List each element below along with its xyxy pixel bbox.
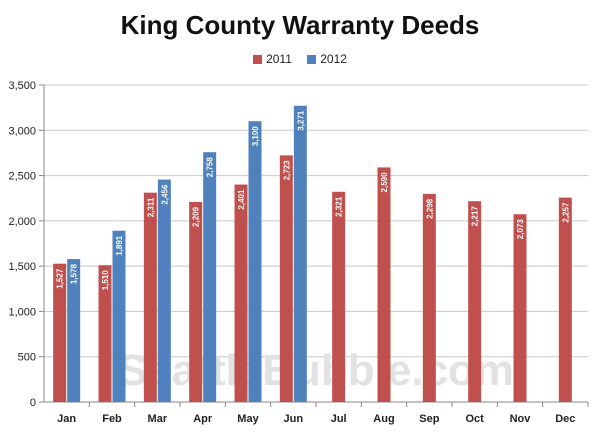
- x-tick-label: Jul: [331, 413, 347, 425]
- data-label: 2,298: [425, 198, 434, 219]
- x-tick-label: Mar: [148, 413, 168, 425]
- data-label: 2,723: [282, 160, 291, 181]
- y-tick-label: 2,500: [8, 171, 36, 183]
- bar-2011: [377, 167, 391, 402]
- data-label: 2,257: [561, 202, 570, 223]
- data-label: 2,217: [471, 206, 480, 227]
- y-tick-label: 0: [30, 397, 36, 409]
- data-label: 2,209: [192, 206, 201, 227]
- bar-2011: [234, 184, 248, 402]
- bar-2011: [513, 214, 527, 402]
- data-label: 1,510: [101, 270, 110, 291]
- legend-swatch-2012: [307, 55, 317, 64]
- y-tick-label: 3,000: [8, 125, 36, 137]
- bar-2011: [98, 265, 112, 402]
- x-tick-label: Sep: [419, 413, 439, 425]
- data-label: 1,891: [115, 235, 124, 256]
- bar-2012: [203, 152, 217, 402]
- x-tick-label: Aug: [373, 413, 394, 425]
- chart-title: King County Warranty Deeds: [120, 10, 480, 40]
- legend-item-2011: 2011: [253, 52, 292, 66]
- x-tick-label: Dec: [555, 413, 575, 425]
- data-label: 2,758: [206, 157, 215, 178]
- legend: 2011 2012: [0, 52, 600, 66]
- x-tick-label: Jan: [57, 413, 76, 425]
- data-label: 1,527: [56, 268, 65, 289]
- data-label: 2,590: [380, 172, 389, 193]
- y-tick-label: 500: [18, 352, 36, 364]
- x-tick-label: Apr: [193, 413, 213, 425]
- data-label: 2,456: [160, 184, 169, 205]
- bar-2012: [293, 105, 307, 403]
- bar-2012: [67, 259, 81, 402]
- legend-swatch-2011: [253, 55, 263, 64]
- data-label: 2,401: [237, 189, 246, 210]
- y-tick-label: 2,000: [8, 216, 36, 228]
- data-label: 2,321: [335, 196, 344, 217]
- bar-2012: [112, 230, 126, 402]
- bar-2011: [558, 197, 572, 402]
- data-label: 3,271: [296, 110, 305, 131]
- data-label: 2,311: [146, 197, 155, 217]
- watermark: SeattleBubble.com: [118, 346, 514, 395]
- legend-label-2012: 2012: [320, 52, 347, 66]
- x-tick-label: Oct: [465, 413, 484, 425]
- x-tick-label: May: [237, 413, 259, 425]
- data-label: 3,100: [251, 126, 260, 147]
- x-tick-label: Jun: [284, 413, 304, 425]
- bar-2011: [279, 155, 293, 402]
- x-tick-label: Feb: [102, 413, 122, 425]
- bar-2011: [53, 263, 67, 402]
- bar-2011: [332, 191, 346, 402]
- legend-item-2012: 2012: [307, 52, 347, 66]
- bar-2011: [143, 192, 157, 402]
- bar-2011: [422, 193, 436, 402]
- legend-label-2011: 2011: [266, 52, 292, 66]
- data-label: 1,578: [70, 264, 79, 285]
- y-tick-label: 3,500: [8, 80, 36, 92]
- bar-2012: [157, 179, 171, 402]
- y-tick-label: 1,000: [8, 306, 36, 318]
- bar-2011: [468, 201, 482, 402]
- data-label: 2,073: [516, 219, 525, 240]
- x-tick-label: Nov: [510, 413, 532, 425]
- y-tick-label: 1,500: [8, 261, 36, 273]
- bar-2012: [248, 121, 262, 402]
- bar-2011: [189, 201, 203, 402]
